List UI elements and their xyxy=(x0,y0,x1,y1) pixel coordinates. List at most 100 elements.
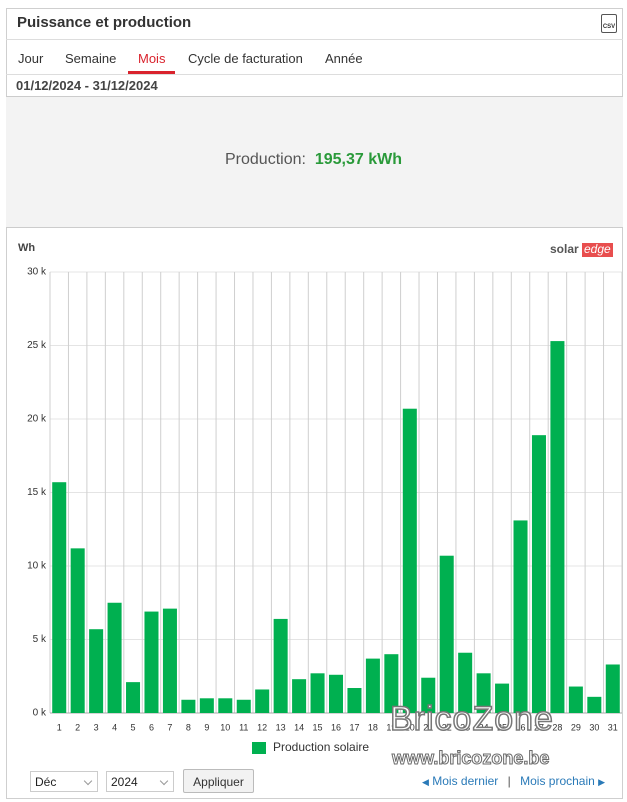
watermark-title: BricoZone xyxy=(389,699,554,739)
bar xyxy=(402,408,417,713)
tab[interactable]: Jour xyxy=(18,51,44,66)
x-tick-label: 28 xyxy=(552,722,562,732)
x-tick-label: 8 xyxy=(186,722,191,732)
x-tick-label: 15 xyxy=(313,722,323,732)
pager: ◀ Mois dernier | Mois prochain ▶ xyxy=(422,774,605,788)
bar xyxy=(421,677,436,713)
y-tick-label: 10 k xyxy=(27,561,47,572)
x-tick-label: 23 xyxy=(460,722,470,732)
x-tick-label: 22 xyxy=(442,722,452,732)
x-tick-label: 27 xyxy=(534,722,544,732)
x-tick-label: 13 xyxy=(276,722,286,732)
next-link[interactable]: Mois prochain xyxy=(520,774,595,788)
summary-value: 195,37 kWh xyxy=(314,151,402,168)
month-select[interactable]: Déc xyxy=(30,771,98,792)
y-tick-label: 30 k xyxy=(27,267,47,278)
x-tick-label: 31 xyxy=(608,722,618,732)
x-tick-label: 16 xyxy=(331,722,341,732)
x-tick-label: 7 xyxy=(167,722,172,732)
summary-label: Production: xyxy=(225,151,306,168)
legend-label: Production solaire xyxy=(273,740,369,754)
bar xyxy=(568,686,583,713)
panel-title: Puissance et production xyxy=(17,14,192,31)
bar xyxy=(162,608,177,713)
x-tick-label: 26 xyxy=(516,722,526,732)
x-tick-label: 19 xyxy=(386,722,396,732)
bar xyxy=(218,698,233,713)
brand-right: edge xyxy=(584,242,611,256)
bar xyxy=(107,602,122,713)
bar xyxy=(365,658,380,713)
x-tick-label: 20 xyxy=(405,722,415,732)
summary: Production: 195,37 kWh xyxy=(0,151,627,169)
bar xyxy=(70,548,85,713)
watermark-url: www.bricozone.be xyxy=(391,748,550,769)
bar xyxy=(513,520,528,713)
legend-swatch xyxy=(252,742,266,754)
bar xyxy=(52,482,67,713)
x-tick-label: 29 xyxy=(571,722,581,732)
separator: | xyxy=(507,774,511,788)
bar xyxy=(126,682,141,713)
tab[interactable]: Mois xyxy=(138,51,166,66)
tab[interactable]: Cycle de facturation xyxy=(188,51,303,66)
x-tick-label: 17 xyxy=(349,722,359,732)
x-tick-label: 21 xyxy=(423,722,433,732)
brand-left: solar xyxy=(550,242,579,256)
prev-link[interactable]: Mois dernier xyxy=(432,774,499,788)
y-axis-label: Wh xyxy=(18,242,35,254)
y-tick-label: 15 k xyxy=(27,487,47,498)
bar xyxy=(310,673,325,713)
bar xyxy=(144,611,159,713)
x-tick-label: 24 xyxy=(479,722,489,732)
date-range: 01/12/2024 - 31/12/2024 xyxy=(16,78,158,93)
brand-box xyxy=(582,243,613,257)
x-tick-label: 18 xyxy=(368,722,378,732)
tab-underline xyxy=(128,71,175,74)
bar xyxy=(273,618,288,713)
bar xyxy=(292,679,307,713)
x-tick-label: 9 xyxy=(204,722,209,732)
x-tick-label: 2 xyxy=(75,722,80,732)
x-tick-label: 14 xyxy=(294,722,304,732)
x-tick-label: 11 xyxy=(239,722,248,732)
bar xyxy=(384,654,399,713)
bar xyxy=(587,696,602,713)
chart: Wh solar edge 0 k 5 k 10 k 15 k 20 k 25 k 30 k… xyxy=(18,242,623,754)
summary-box xyxy=(6,96,623,228)
csv-icon[interactable]: CSV xyxy=(601,14,617,33)
bar xyxy=(458,652,473,713)
bar xyxy=(531,435,546,713)
tab[interactable]: Semaine xyxy=(65,51,117,66)
tab[interactable]: Année xyxy=(325,51,363,66)
x-tick-label: 30 xyxy=(589,722,599,732)
bar xyxy=(181,699,196,713)
divider xyxy=(6,74,623,75)
x-tick-label: 12 xyxy=(257,722,267,732)
y-tick-label: 0 k xyxy=(33,708,47,719)
y-tick-label: 20 k xyxy=(27,414,47,425)
bar xyxy=(476,673,491,713)
year-select[interactable]: 2024 xyxy=(106,771,174,792)
x-tick-label: 1 xyxy=(57,722,62,732)
x-tick-label: 25 xyxy=(497,722,507,732)
y-tick-label: 25 k xyxy=(27,340,47,351)
prev-arrow: ◀ xyxy=(422,777,429,787)
x-tick-label: 4 xyxy=(112,722,117,732)
next-arrow: ▶ xyxy=(598,777,606,787)
bar xyxy=(495,683,510,713)
bar xyxy=(605,664,620,713)
bar xyxy=(347,688,362,713)
x-tick-label: 6 xyxy=(149,722,154,732)
x-tick-label: 5 xyxy=(131,722,136,732)
bar xyxy=(199,698,214,713)
apply-button[interactable]: Appliquer xyxy=(183,769,254,793)
bar xyxy=(550,341,565,713)
bar xyxy=(439,555,454,713)
x-tick-label: 3 xyxy=(94,722,99,732)
bar xyxy=(328,674,344,713)
x-tick-label: 10 xyxy=(220,722,230,732)
divider xyxy=(6,39,623,40)
bar xyxy=(89,629,104,713)
